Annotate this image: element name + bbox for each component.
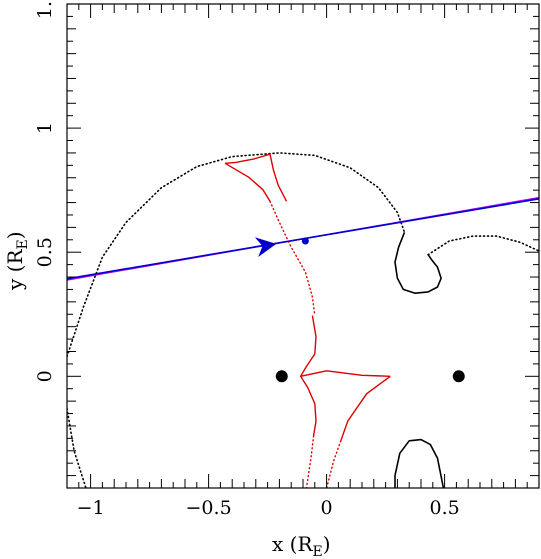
x-tick-label: 0.5 xyxy=(429,497,459,519)
y-tick-label: 0.5 xyxy=(34,237,56,267)
caustic-solid xyxy=(340,375,391,442)
caustic-dotted xyxy=(269,200,316,317)
trajectory-arrow xyxy=(254,237,277,258)
caustic-solid xyxy=(269,154,288,202)
critical-curve-solid xyxy=(394,438,445,488)
critical-curve-dotted xyxy=(67,407,87,488)
x-tick-label: −1 xyxy=(77,497,105,519)
caustic-solid xyxy=(224,162,271,202)
x-tick-label: −0.5 xyxy=(186,497,232,519)
critical-curve-solid xyxy=(394,232,442,294)
y-tick-label: 1 xyxy=(34,122,56,134)
lens-mass-dot xyxy=(452,370,465,383)
ticks-layer: −1 −0.5 0 0.5 0 0.5 1 1.5 xyxy=(34,0,540,519)
critical-curve-dotted xyxy=(427,235,539,256)
plot-content xyxy=(67,152,539,488)
plot-frame xyxy=(66,3,540,489)
caustic-solid xyxy=(225,153,271,164)
caustic-solid xyxy=(300,370,391,377)
x-axis-title: x (RE) xyxy=(272,532,331,559)
y-tick-label: 1.5 xyxy=(34,0,56,19)
y-tick-label: 0 xyxy=(34,370,56,382)
caustic-dotted xyxy=(325,440,342,488)
critical-curve-dotted xyxy=(67,152,406,358)
y-axis-title: y (RE) xyxy=(3,231,31,291)
plot-layer xyxy=(67,152,539,488)
source-position-dot xyxy=(301,237,309,245)
lens-mass-dot xyxy=(275,370,288,383)
caustic-dotted xyxy=(305,435,315,488)
x-tick-label: 0 xyxy=(321,497,333,519)
